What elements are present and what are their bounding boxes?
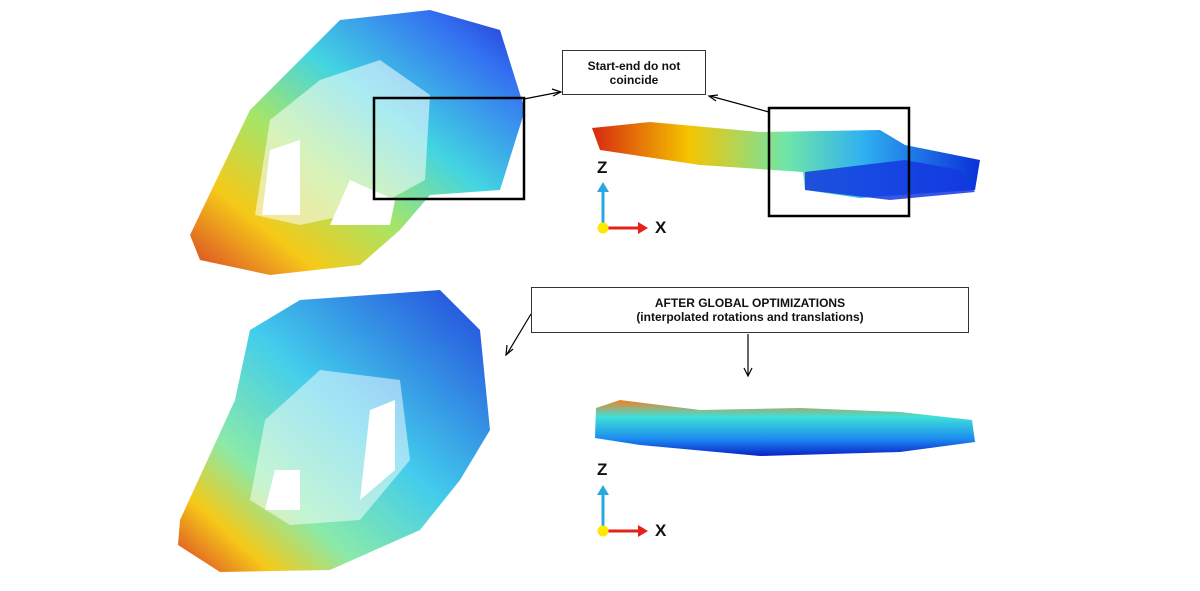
axis-glyph-top <box>597 182 648 234</box>
axis-glyph-bottom <box>597 485 648 537</box>
point-cloud-top <box>190 10 525 275</box>
side-view-top <box>592 122 980 200</box>
callout-text: Start-end do not coincide <box>587 58 681 87</box>
side-view-bottom <box>595 400 975 456</box>
highlight-box <box>372 96 526 201</box>
highlight-box <box>767 106 911 218</box>
axis-label-x: X <box>655 218 667 237</box>
axis-label-x: X <box>655 521 667 540</box>
axis-label-z: Z <box>597 158 608 177</box>
callout-title: AFTER GLOBAL OPTIMIZATIONS <box>654 296 846 310</box>
arrows <box>505 88 770 378</box>
callout-start-end: Start-end do not coincide <box>562 50 706 95</box>
axis-label-z: Z <box>597 460 608 479</box>
point-cloud-bottom <box>178 290 490 572</box>
callout-after: AFTER GLOBAL OPTIMIZATIONS (interpolated… <box>531 287 969 333</box>
callout-subtitle: (interpolated rotations and translations… <box>636 310 864 324</box>
